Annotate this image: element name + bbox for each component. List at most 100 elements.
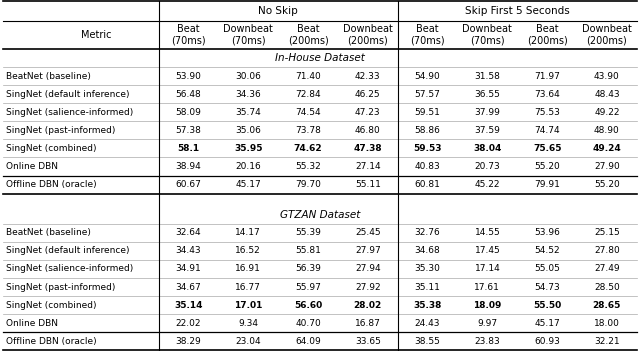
Text: 27.97: 27.97	[355, 246, 381, 255]
Text: 55.39: 55.39	[295, 228, 321, 237]
Text: 74.54: 74.54	[295, 108, 321, 117]
Text: 34.43: 34.43	[176, 246, 202, 255]
Text: 48.90: 48.90	[594, 126, 620, 135]
Text: 45.17: 45.17	[236, 180, 261, 189]
Text: 46.25: 46.25	[355, 90, 381, 99]
Text: 25.45: 25.45	[355, 228, 381, 237]
Text: 27.92: 27.92	[355, 283, 381, 292]
Text: 33.65: 33.65	[355, 337, 381, 346]
Text: 34.36: 34.36	[236, 90, 261, 99]
Text: 60.67: 60.67	[175, 180, 202, 189]
Text: Beat
(70ms): Beat (70ms)	[171, 24, 206, 46]
Text: 58.86: 58.86	[415, 126, 440, 135]
Text: 23.83: 23.83	[474, 337, 500, 346]
Text: 38.29: 38.29	[175, 337, 202, 346]
Text: 46.80: 46.80	[355, 126, 381, 135]
Text: SingNet (default inference): SingNet (default inference)	[6, 246, 130, 255]
Text: 56.48: 56.48	[175, 90, 202, 99]
Text: 27.49: 27.49	[594, 264, 620, 273]
Text: 79.70: 79.70	[295, 180, 321, 189]
Text: 47.38: 47.38	[353, 144, 382, 153]
Text: 38.55: 38.55	[415, 337, 440, 346]
Text: 17.14: 17.14	[474, 264, 500, 273]
Text: 40.83: 40.83	[415, 162, 440, 171]
Text: 32.21: 32.21	[594, 337, 620, 346]
Text: SingNet (past-informed): SingNet (past-informed)	[6, 126, 116, 135]
Text: 55.81: 55.81	[295, 246, 321, 255]
Text: 27.94: 27.94	[355, 264, 381, 273]
Text: 79.91: 79.91	[534, 180, 560, 189]
Text: 28.50: 28.50	[594, 283, 620, 292]
Text: 35.95: 35.95	[234, 144, 262, 153]
Text: 57.57: 57.57	[415, 90, 440, 99]
Text: 27.14: 27.14	[355, 162, 381, 171]
Text: 49.22: 49.22	[594, 108, 620, 117]
Text: 74.62: 74.62	[294, 144, 323, 153]
Text: 55.11: 55.11	[355, 180, 381, 189]
Text: Downbeat
(70ms): Downbeat (70ms)	[463, 24, 512, 46]
Text: 47.23: 47.23	[355, 108, 381, 117]
Text: 37.59: 37.59	[474, 126, 500, 135]
Text: 35.14: 35.14	[174, 300, 203, 310]
Text: 22.02: 22.02	[176, 319, 201, 328]
Text: 24.43: 24.43	[415, 319, 440, 328]
Text: 25.15: 25.15	[594, 228, 620, 237]
Text: Downbeat
(200ms): Downbeat (200ms)	[582, 24, 632, 46]
Text: 27.80: 27.80	[594, 246, 620, 255]
Text: SingNet (combined): SingNet (combined)	[6, 144, 97, 153]
Text: 16.77: 16.77	[236, 283, 261, 292]
Text: 59.53: 59.53	[413, 144, 442, 153]
Text: 14.55: 14.55	[474, 228, 500, 237]
Text: 35.30: 35.30	[415, 264, 440, 273]
Text: 56.60: 56.60	[294, 300, 322, 310]
Text: 53.90: 53.90	[175, 72, 202, 80]
Text: 31.58: 31.58	[474, 72, 500, 80]
Text: 74.74: 74.74	[534, 126, 560, 135]
Text: 58.1: 58.1	[177, 144, 200, 153]
Text: Beat
(70ms): Beat (70ms)	[410, 24, 445, 46]
Text: 35.38: 35.38	[413, 300, 442, 310]
Text: Offline DBN (oracle): Offline DBN (oracle)	[6, 337, 97, 346]
Text: 75.65: 75.65	[533, 144, 561, 153]
Text: 30.06: 30.06	[236, 72, 261, 80]
Text: 34.68: 34.68	[415, 246, 440, 255]
Text: 38.04: 38.04	[473, 144, 502, 153]
Text: Online DBN: Online DBN	[6, 162, 58, 171]
Text: BeatNet (baseline): BeatNet (baseline)	[6, 72, 92, 80]
Text: 35.06: 35.06	[236, 126, 261, 135]
Text: 20.73: 20.73	[474, 162, 500, 171]
Text: 20.16: 20.16	[236, 162, 261, 171]
Text: 45.22: 45.22	[475, 180, 500, 189]
Text: SingNet (combined): SingNet (combined)	[6, 300, 97, 310]
Text: SingNet (past-informed): SingNet (past-informed)	[6, 283, 116, 292]
Text: 37.99: 37.99	[474, 108, 500, 117]
Text: 28.02: 28.02	[354, 300, 382, 310]
Text: 32.76: 32.76	[415, 228, 440, 237]
Text: 35.74: 35.74	[236, 108, 261, 117]
Text: 17.01: 17.01	[234, 300, 262, 310]
Text: 42.33: 42.33	[355, 72, 381, 80]
Text: 55.20: 55.20	[594, 180, 620, 189]
Text: 18.09: 18.09	[473, 300, 502, 310]
Text: 73.78: 73.78	[295, 126, 321, 135]
Text: 36.55: 36.55	[474, 90, 500, 99]
Text: 40.70: 40.70	[295, 319, 321, 328]
Text: 55.20: 55.20	[534, 162, 560, 171]
Text: SingNet (salience-informed): SingNet (salience-informed)	[6, 108, 134, 117]
Text: 16.87: 16.87	[355, 319, 381, 328]
Text: 17.45: 17.45	[474, 246, 500, 255]
Text: 55.50: 55.50	[533, 300, 561, 310]
Text: 59.51: 59.51	[415, 108, 440, 117]
Text: 72.84: 72.84	[295, 90, 321, 99]
Text: Metric: Metric	[81, 30, 111, 40]
Text: GTZAN Dataset: GTZAN Dataset	[280, 210, 360, 220]
Text: Downbeat
(70ms): Downbeat (70ms)	[223, 24, 273, 46]
Text: 49.24: 49.24	[593, 144, 621, 153]
Text: 57.38: 57.38	[175, 126, 202, 135]
Text: 27.90: 27.90	[594, 162, 620, 171]
Text: 75.53: 75.53	[534, 108, 560, 117]
Text: 48.43: 48.43	[594, 90, 620, 99]
Text: 17.61: 17.61	[474, 283, 500, 292]
Text: 55.05: 55.05	[534, 264, 560, 273]
Text: BeatNet (baseline): BeatNet (baseline)	[6, 228, 92, 237]
